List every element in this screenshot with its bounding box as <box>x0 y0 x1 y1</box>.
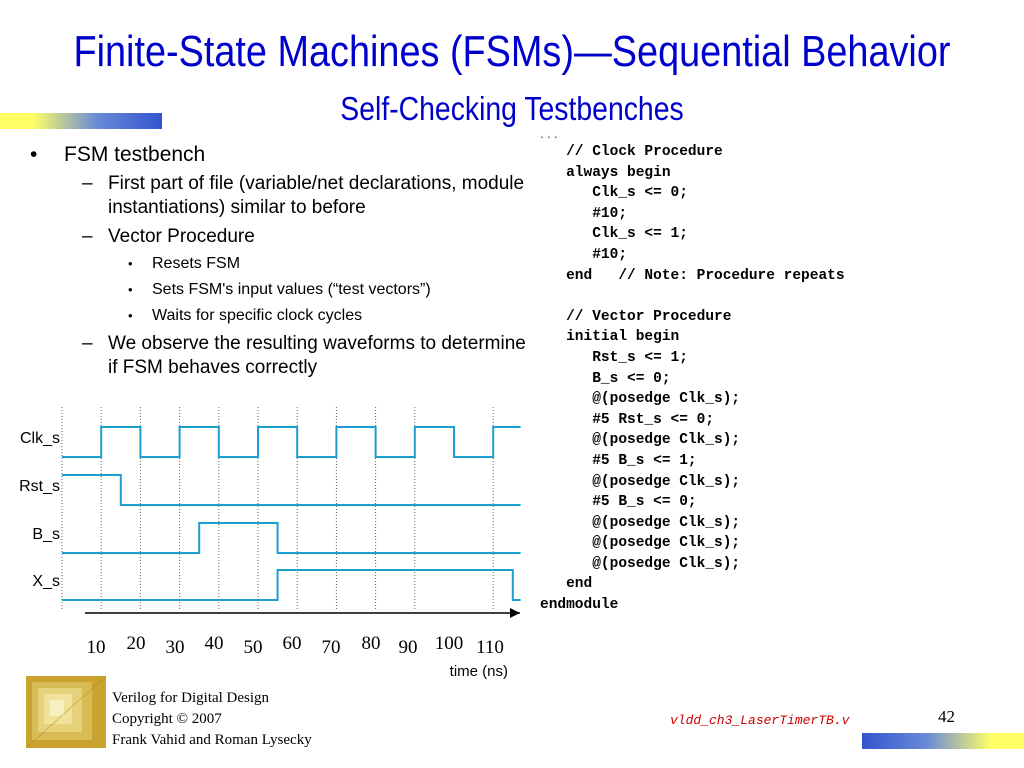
signal-label: X_s <box>32 573 60 590</box>
bullet-item-level3: • Waits for specific clock cycles <box>30 306 540 326</box>
time-tick-label: 110 <box>476 637 504 658</box>
footer-book-title: Verilog for Digital Design <box>112 690 270 706</box>
signal-waveform-x-s <box>62 569 521 601</box>
time-tick-label: 70 <box>322 637 341 658</box>
time-axis-label: time (ns) <box>450 663 508 680</box>
code-line: Clk_s <= 1; <box>540 226 688 243</box>
code-line: @(posedge Clk_s); <box>540 391 741 408</box>
code-line: #10; <box>540 205 628 222</box>
bullet-marker: • <box>30 143 38 166</box>
slide-title: Finite-State Machines (FSMs)—Sequential … <box>73 27 951 76</box>
signal-waveform-clk-s <box>62 426 521 458</box>
dash-marker: – <box>82 226 93 247</box>
time-tick-label: 50 <box>244 637 263 658</box>
footer-copyright: Copyright © 2007 <box>112 711 222 727</box>
decorative-gradient-bar-top <box>0 113 162 129</box>
signal-waveform-rst-s <box>62 474 521 506</box>
bullet-text: First part of file (variable/net declara… <box>108 173 525 218</box>
bullet-text: Sets FSM's input values (“test vectors”) <box>152 281 431 298</box>
code-line: initial begin <box>540 329 680 346</box>
page-number: 42 <box>938 707 955 726</box>
code-line: #5 B_s <= 0; <box>540 494 697 511</box>
time-tick-label: 20 <box>127 633 146 654</box>
bullet-list: • FSM testbench – First part of file (va… <box>30 142 540 385</box>
bullet-text: Waits for specific clock cycles <box>152 307 363 324</box>
code-line: #5 B_s <= 1; <box>540 452 697 469</box>
bullet-text: Resets FSM <box>152 255 241 272</box>
publisher-logo-icon <box>26 676 106 748</box>
time-tick-label: 100 <box>435 633 464 654</box>
time-tick-label: 40 <box>205 633 224 654</box>
code-line: // Vector Procedure <box>540 308 732 325</box>
code-line: endmodule <box>540 597 619 614</box>
bullet-marker: • <box>128 308 133 323</box>
time-tick-label: 30 <box>166 637 185 658</box>
dash-marker: – <box>82 173 93 194</box>
bullet-marker: • <box>128 282 133 297</box>
source-file-name: vldd_ch3_LaserTimerTB.v <box>670 713 850 728</box>
decorative-gradient-bar-bottom <box>862 733 1024 749</box>
footer-authors: Frank Vahid and Roman Lysecky <box>112 732 312 748</box>
code-line: #5 Rst_s <= 0; <box>540 411 715 428</box>
code-line: Rst_s <= 1; <box>540 349 688 366</box>
bullet-item-level2: – First part of file (variable/net decla… <box>30 172 540 220</box>
verilog-code-block: // Clock Procedure always begin Clk_s <=… <box>540 142 845 616</box>
code-line: always begin <box>540 164 671 181</box>
bullet-item-level3: • Resets FSM <box>30 254 540 274</box>
bullet-text: Vector Procedure <box>108 226 255 247</box>
code-line: @(posedge Clk_s); <box>540 473 741 490</box>
code-line: @(posedge Clk_s); <box>540 514 741 531</box>
signal-waveform-b-s <box>62 522 521 554</box>
code-ellipsis: ... <box>540 125 561 141</box>
footer-credits: Verilog for Digital Design Copyright © 2… <box>112 688 312 751</box>
time-tick-label: 60 <box>283 633 302 654</box>
signal-label: Clk_s <box>20 430 60 447</box>
code-line: @(posedge Clk_s); <box>540 535 741 552</box>
code-line: // Clock Procedure <box>540 144 723 160</box>
code-line: end <box>540 576 593 593</box>
code-line <box>540 286 845 307</box>
bullet-text: FSM testbench <box>64 143 206 166</box>
time-axis-arrow <box>510 608 520 618</box>
time-tick-label: 80 <box>362 633 381 654</box>
bullet-item-level2: – We observe the resulting waveforms to … <box>30 332 540 380</box>
timing-diagram: Clk_s Rst_s B_s X_s 10 20 30 40 50 60 70 80 90 100 110… <box>19 407 521 680</box>
bullet-item-level2: – Vector Procedure <box>30 225 540 249</box>
code-line: Clk_s <= 0; <box>540 185 688 202</box>
bullet-item-level3: • Sets FSM's input values (“test vectors… <box>30 280 540 300</box>
signal-label: Rst_s <box>19 478 60 495</box>
code-line: #10; <box>540 246 628 263</box>
code-line: @(posedge Clk_s); <box>540 555 741 572</box>
code-line: @(posedge Clk_s); <box>540 432 741 449</box>
bullet-marker: • <box>128 256 133 271</box>
dash-marker: – <box>82 333 93 354</box>
code-line: end // Note: Procedure repeats <box>540 267 845 284</box>
time-tick-label: 10 <box>87 637 106 658</box>
slide-subtitle: Self-Checking Testbenches <box>340 90 684 127</box>
time-tick-label: 90 <box>399 637 418 658</box>
signal-label: B_s <box>32 526 60 543</box>
code-line: B_s <= 0; <box>540 370 671 387</box>
bullet-item-level1: • FSM testbench <box>30 142 540 168</box>
bullet-text: We observe the resulting waveforms to de… <box>108 333 526 378</box>
